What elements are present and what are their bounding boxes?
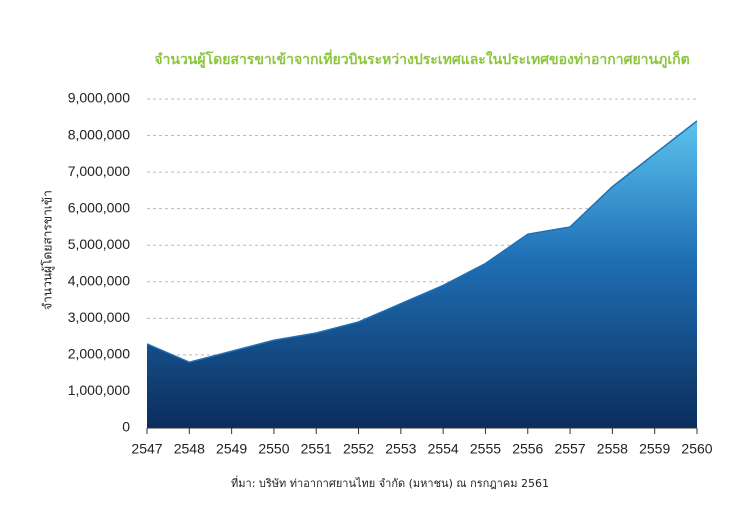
x-tick-label: 2556 (512, 441, 543, 457)
y-tick-label: 6,000,000 (68, 199, 130, 215)
x-tick-label: 2548 (174, 441, 205, 457)
x-tick-label: 2557 (554, 441, 585, 457)
x-tick-label: 2560 (681, 441, 712, 457)
x-tick-label: 2559 (639, 441, 670, 457)
x-tick-label: 2554 (428, 441, 459, 457)
y-tick-label: 7,000,000 (68, 163, 130, 179)
y-tick-label: 4,000,000 (68, 272, 130, 288)
x-tick-label: 2555 (470, 441, 501, 457)
y-tick-label: 1,000,000 (68, 382, 130, 398)
source-note: ที่มา: บริษัท ท่าอากาศยานไทย จำกัด (มหาช… (231, 475, 549, 490)
x-tick-label: 2549 (216, 441, 247, 457)
x-tick-label: 2550 (258, 441, 289, 457)
area-edge (146, 120, 698, 363)
y-tick-label: 0 (122, 419, 130, 435)
y-tick-label: 3,000,000 (68, 309, 130, 325)
x-tick-label: 2553 (385, 441, 416, 457)
x-tick-label: 2552 (343, 441, 374, 457)
y-axis-label: จำนวนผู้โดยสารขาเข้า (41, 190, 56, 310)
x-tick-label: 2551 (301, 441, 332, 457)
y-tick-label: 8,000,000 (68, 126, 130, 142)
y-tick-label: 9,000,000 (68, 90, 130, 106)
y-tick-label: 2,000,000 (68, 346, 130, 362)
chart-title: จำนวนผู้โดยสารขาเข้าจากเที่ยวบินระหว่างป… (154, 49, 689, 68)
area (147, 120, 697, 428)
x-tick-label: 2547 (131, 441, 162, 457)
x-tick-label: 2558 (597, 441, 628, 457)
y-tick-label: 5,000,000 (68, 236, 130, 252)
